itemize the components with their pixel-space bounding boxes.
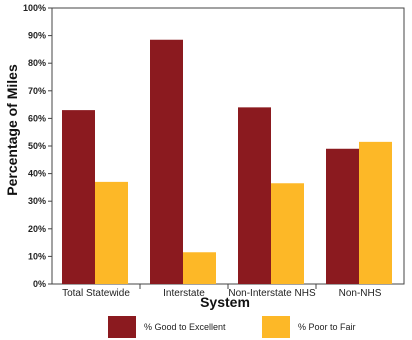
- x-tick-label: Non-Interstate NHS: [228, 288, 316, 299]
- legend: % Good to Excellent % Poor to Fair: [108, 316, 356, 338]
- bar: [359, 141, 392, 284]
- bar: [183, 252, 216, 284]
- bar: [95, 181, 128, 284]
- y-tick-label: 90%: [28, 31, 46, 41]
- bar: [326, 148, 359, 284]
- y-tick-label: 20%: [28, 224, 46, 234]
- bar: [238, 107, 271, 284]
- legend-label: % Good to Excellent: [144, 322, 226, 332]
- x-axis-title: System: [200, 294, 250, 310]
- bar: [62, 110, 95, 285]
- legend-label: % Poor to Fair: [298, 322, 356, 332]
- y-tick-label: 80%: [28, 58, 46, 68]
- y-tick-label: 40%: [28, 169, 46, 179]
- x-tick-label: Non-NHS: [339, 288, 382, 299]
- y-tick-label: 50%: [28, 141, 46, 151]
- x-tick-label: Interstate: [163, 288, 205, 299]
- legend-swatch: [108, 316, 136, 338]
- bar: [271, 183, 304, 284]
- bar: [150, 39, 183, 284]
- y-tick-label: 100%: [23, 3, 46, 13]
- x-tick-label: Total Statewide: [62, 288, 130, 299]
- y-tick-label: 70%: [28, 86, 46, 96]
- y-tick-label: 60%: [28, 113, 46, 123]
- y-tick-label: 30%: [28, 196, 46, 206]
- legend-swatch: [262, 316, 290, 338]
- y-tick-label: 0%: [33, 279, 46, 289]
- y-tick-label: 10%: [28, 251, 46, 261]
- plot-area: 0% 10% 20% 30% 40% 50% 60% 70% 80% 90% 100% Total S…: [23, 3, 405, 299]
- y-axis-title: Percentage of Miles: [4, 64, 20, 196]
